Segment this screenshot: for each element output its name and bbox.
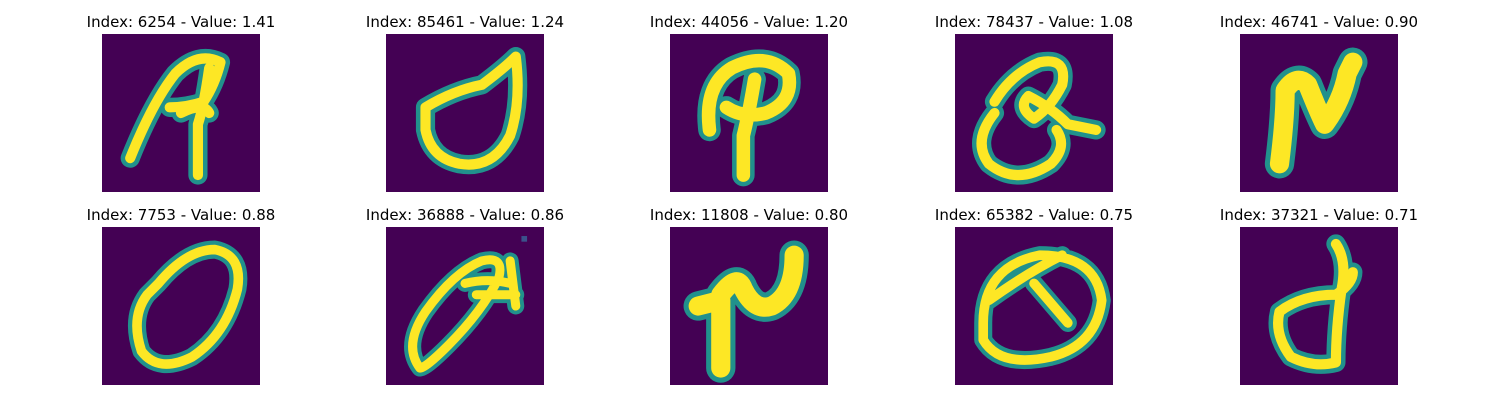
figure-title: Index: 44056 - Value: 1.20: [649, 13, 849, 31]
figure-cell: Index: 78437 - Value: 1.08: [891, 12, 1177, 192]
figure-title: Index: 46741 - Value: 0.90: [1219, 13, 1419, 31]
figure-title: Index: 11808 - Value: 0.80: [649, 206, 849, 224]
figure-title: Index: 36888 - Value: 0.86: [365, 206, 565, 224]
figure-cell: Index: 44056 - Value: 1.20: [606, 12, 892, 192]
handwritten-glyph-image: [670, 227, 828, 385]
handwritten-glyph-image: [955, 34, 1113, 192]
figure-cell: Index: 85461 - Value: 1.24: [322, 12, 608, 192]
figure-title: Index: 37321 - Value: 0.71: [1219, 206, 1419, 224]
figure-title: Index: 6254 - Value: 1.41: [86, 13, 276, 31]
figure-cell: Index: 6254 - Value: 1.41: [38, 12, 324, 192]
figure-title: Index: 7753 - Value: 0.88: [86, 206, 276, 224]
figure-cell: Index: 36888 - Value: 0.86: [322, 205, 608, 385]
handwritten-glyph-image: [102, 34, 260, 192]
figure-cell: Index: 46741 - Value: 0.90: [1176, 12, 1462, 192]
handwritten-glyph-image: [386, 34, 544, 192]
handwritten-glyph-image: [1240, 34, 1398, 192]
figure-cell: Index: 37321 - Value: 0.71: [1176, 205, 1462, 385]
handwritten-glyph-image: [1240, 227, 1398, 385]
figure-title: Index: 65382 - Value: 0.75: [934, 206, 1134, 224]
handwritten-glyph-image: [102, 227, 260, 385]
figure-title: Index: 85461 - Value: 1.24: [365, 13, 565, 31]
handwritten-glyph-image: [955, 227, 1113, 385]
figure-cell: Index: 65382 - Value: 0.75: [891, 205, 1177, 385]
handwritten-glyph-image: [670, 34, 828, 192]
figure-cell: Index: 11808 - Value: 0.80: [606, 205, 892, 385]
handwritten-glyph-image: [386, 227, 544, 385]
figure-cell: Index: 7753 - Value: 0.88: [38, 205, 324, 385]
figure-title: Index: 78437 - Value: 1.08: [934, 13, 1134, 31]
